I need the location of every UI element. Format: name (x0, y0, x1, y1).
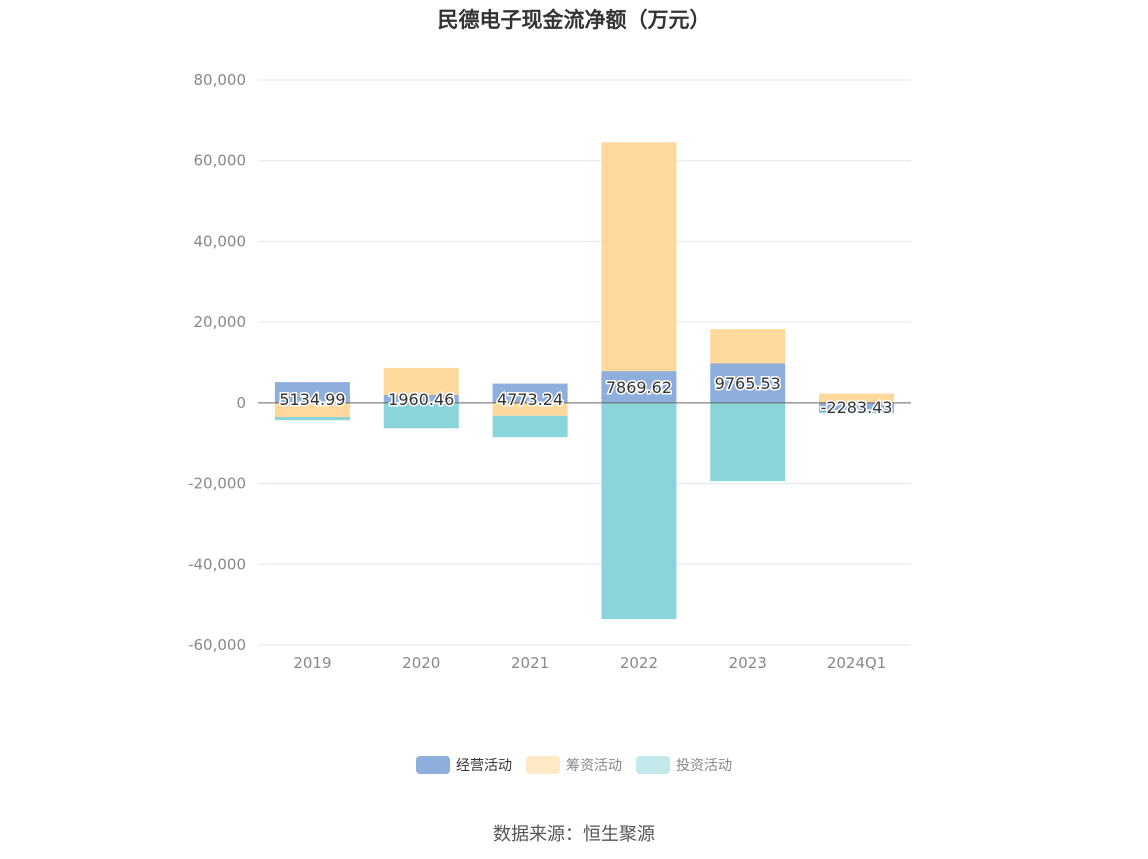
legend-swatch-financing (526, 756, 560, 774)
bar-investing (492, 415, 568, 438)
bar-financing (274, 402, 350, 417)
legend-item-investing[interactable]: 投资活动 (636, 755, 732, 775)
y-tick-label: 60,000 (194, 152, 247, 170)
x-tick-label: 2019 (293, 654, 331, 672)
y-tick-label: 80,000 (194, 71, 247, 89)
y-tick-label: -20,000 (188, 475, 246, 493)
bar-financing (601, 142, 677, 372)
data-source: 数据来源：恒生聚源 (493, 824, 655, 845)
bar-investing (383, 402, 459, 429)
bar-financing (710, 329, 786, 364)
legend-item-financing[interactable]: 筹资活动 (526, 755, 622, 775)
bar-financing (819, 393, 895, 403)
bar-operating (819, 402, 895, 413)
x-tick-label: 2022 (620, 654, 658, 672)
y-tick-label: 20,000 (194, 313, 247, 331)
bar-investing (710, 402, 786, 482)
data-label: 5134.99 (279, 390, 345, 409)
bar-financing (492, 402, 568, 416)
x-tick-label: 2024Q1 (827, 654, 887, 672)
y-tick-label: -40,000 (188, 555, 246, 573)
chart-title: 民德电子现金流净额（万元） (437, 8, 711, 32)
bar-financing (383, 367, 459, 395)
legend-label-investing: 投资活动 (676, 758, 732, 774)
data-label: 9765.53 (715, 374, 781, 393)
bar-operating (601, 371, 677, 403)
legend-swatch-operating (416, 756, 450, 774)
legend-swatch-investing (636, 756, 670, 774)
bar-operating (383, 394, 459, 403)
data-label: 1960.46 (388, 390, 454, 409)
bar-operating (710, 363, 786, 403)
bar-investing (819, 412, 895, 414)
bar-operating (492, 383, 568, 403)
x-tick-label: 2020 (402, 654, 440, 672)
bar-investing (274, 416, 350, 421)
x-tick-label: 2023 (729, 654, 767, 672)
y-tick-label: -60,000 (188, 636, 246, 654)
data-label: -2283.43 (821, 398, 893, 417)
bar-investing (601, 402, 677, 620)
legend-label-financing: 筹资活动 (566, 758, 622, 774)
legend-item-operating[interactable]: 经营活动 (416, 755, 512, 775)
y-tick-label: 40,000 (194, 232, 247, 250)
y-tick-label: 0 (236, 394, 246, 412)
x-tick-label: 2021 (511, 654, 549, 672)
legend-label-operating: 经营活动 (456, 758, 512, 774)
data-label: 7869.62 (606, 378, 672, 397)
legend: 经营活动 筹资活动 投资活动 (0, 755, 1148, 775)
data-label: 4773.24 (497, 390, 563, 409)
bar-operating (274, 382, 350, 403)
